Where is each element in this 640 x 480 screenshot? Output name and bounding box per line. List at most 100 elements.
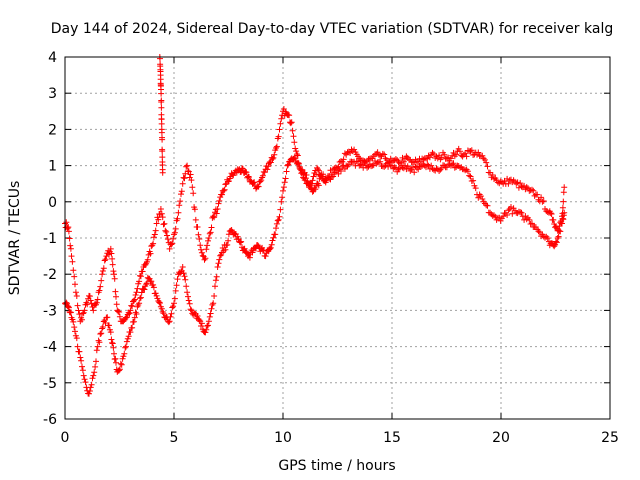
data-point-upper-trace-fill [481, 156, 488, 163]
data-point-upper-trace-fill [102, 256, 109, 263]
x-tick-label: 5 [170, 430, 179, 446]
data-point-upper-trace-fill [93, 299, 100, 306]
data-point-upper-trace [188, 177, 195, 184]
data-point-lower-trace-fill [172, 287, 179, 294]
data-point-spike-near-4-4-h-fill [158, 97, 165, 104]
data-point-lower-trace [107, 329, 114, 336]
data-point-lower-trace [214, 264, 221, 270]
data-point-upper-trace [90, 307, 97, 314]
data-point-lower-trace-fill [436, 168, 443, 174]
data-point-lower-trace-fill [141, 286, 148, 293]
data-point-upper-trace [561, 184, 568, 191]
data-point-lower-trace-fill [518, 209, 525, 216]
data-point-lower-trace [526, 216, 533, 223]
data-point-lower-trace-fill [302, 175, 309, 182]
data-point-upper-trace-fill [181, 175, 188, 182]
data-point-upper-trace-fill [101, 257, 108, 264]
data-point-lower-trace-fill [154, 295, 161, 302]
data-point-lower-trace-fill [235, 236, 242, 242]
data-point-lower-trace-fill [74, 343, 81, 350]
data-point-upper-trace-fill [484, 163, 491, 170]
data-point-lower-trace-fill [443, 164, 450, 171]
data-point-lower-trace-fill [194, 313, 201, 319]
data-point-upper-trace [175, 209, 182, 216]
data-point-upper-trace-fill [100, 265, 107, 272]
data-point-lower-trace-fill [222, 246, 229, 253]
data-point-lower-trace-fill [433, 165, 440, 172]
data-point-lower-trace-fill [383, 160, 390, 167]
y-tick-label: -4 [43, 340, 57, 356]
data-point-lower-trace-fill [109, 339, 116, 346]
x-tick-label: 10 [274, 430, 292, 446]
data-point-lower-trace-fill [543, 233, 550, 240]
data-point-upper-trace-fill [202, 255, 209, 262]
data-point-lower-trace [266, 245, 273, 252]
y-tick-label: 0 [48, 195, 57, 211]
data-point-lower-trace [428, 162, 435, 169]
data-point-lower-trace [561, 209, 568, 216]
data-point-upper-trace-fill [222, 181, 229, 188]
data-point-spike-near-4-4-h-fill [158, 90, 165, 97]
data-point-lower-trace-fill [276, 213, 283, 220]
data-point-upper-trace-fill [178, 188, 185, 195]
data-point-upper-trace-fill [547, 210, 554, 217]
data-point-upper-trace-fill [198, 246, 204, 253]
data-point-upper-trace-fill [187, 171, 194, 178]
data-point-upper-trace-fill [198, 249, 205, 256]
data-point-upper-trace-fill [538, 194, 545, 201]
data-point-upper-trace [144, 256, 151, 263]
data-point-lower-trace-fill [203, 326, 210, 333]
data-point-lower-trace-fill [464, 168, 471, 175]
data-point-upper-trace [197, 242, 204, 249]
data-point-lower-trace-fill [385, 163, 392, 170]
data-point-lower-trace-fill [355, 158, 361, 165]
data-point-upper-trace-fill [468, 147, 475, 154]
data-point-upper-trace-fill [530, 187, 537, 194]
data-point-upper-trace [81, 307, 88, 314]
data-point-upper-trace [447, 155, 454, 162]
data-point-upper-trace [441, 151, 448, 158]
data-point-upper-trace-fill [400, 158, 407, 165]
data-point-upper-trace-fill [220, 187, 227, 194]
data-point-upper-trace-fill [128, 302, 135, 309]
data-point-lower-trace [262, 253, 269, 260]
data-point-lower-trace-fill [206, 313, 213, 320]
data-point-lower-trace-fill [505, 207, 512, 214]
data-point-lower-trace-fill [285, 161, 292, 168]
data-point-lower-trace [86, 390, 92, 397]
data-point-upper-trace-fill [270, 154, 277, 161]
data-point-lower-trace-fill [137, 295, 143, 302]
data-point-lower-trace-fill [156, 299, 163, 306]
data-point-upper-trace-fill [251, 179, 258, 186]
data-point-upper-trace-fill [168, 241, 175, 248]
data-point-lower-trace [330, 173, 337, 180]
data-point-upper-trace-fill [523, 184, 530, 191]
data-point-lower-trace [65, 303, 72, 310]
y-tick-label: 2 [48, 122, 57, 138]
data-point-lower-trace-fill [345, 161, 352, 168]
data-point-lower-trace-fill [173, 282, 180, 289]
data-point-lower-trace-fill [121, 350, 128, 357]
data-point-lower-trace-fill [92, 363, 99, 370]
data-point-lower-trace-fill [67, 309, 74, 316]
data-point-lower-trace-fill [370, 162, 377, 169]
data-point-lower-trace-fill [93, 347, 100, 354]
x-tick-label: 25 [601, 430, 619, 446]
data-point-lower-trace-fill [509, 210, 516, 217]
data-point-lower-trace-fill [138, 289, 145, 296]
data-point-lower-trace [395, 166, 402, 173]
data-point-lower-trace-fill [331, 169, 338, 176]
data-point-lower-trace [343, 162, 350, 169]
data-point-lower-trace [210, 300, 217, 307]
data-point-upper-trace-fill [290, 133, 297, 140]
data-point-upper-trace-fill [126, 310, 133, 317]
data-point-spike-near-4-4-h [159, 148, 166, 155]
data-point-lower-trace [166, 318, 173, 325]
data-point-lower-trace [179, 264, 186, 270]
data-point-upper-trace [271, 151, 278, 158]
data-point-upper-trace-fill [463, 153, 470, 160]
data-point-upper-trace-fill [267, 159, 274, 166]
data-point-upper-trace-fill [379, 150, 386, 157]
data-point-lower-trace-fill [152, 290, 159, 297]
data-point-upper-trace-fill [505, 180, 512, 187]
